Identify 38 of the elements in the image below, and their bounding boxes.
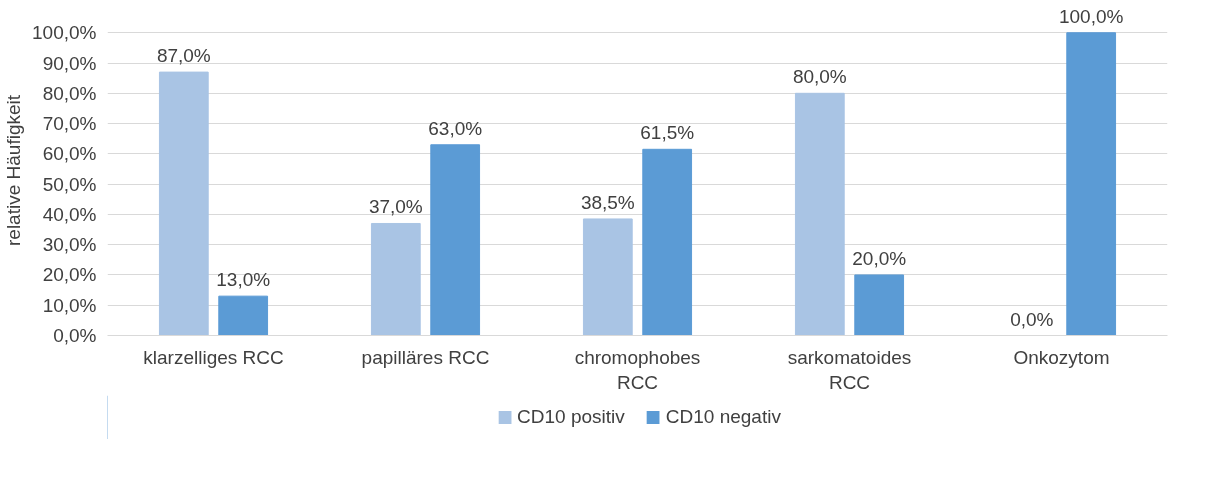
- x-tick-label: papilläres RCC: [361, 346, 490, 368]
- data-label: 100,0%: [1058, 5, 1124, 27]
- y-tick-label: 100,0%: [32, 22, 97, 44]
- bar: [582, 218, 633, 336]
- data-label: 63,0%: [428, 117, 483, 139]
- y-tick-label: 60,0%: [42, 143, 97, 165]
- bar: [218, 295, 269, 336]
- y-tick-label: 40,0%: [42, 203, 97, 225]
- bar: [642, 148, 693, 336]
- data-label: 61,5%: [640, 122, 695, 144]
- x-tick-label: klarzelliges RCC: [143, 346, 284, 368]
- legend-label: CD10 negativ: [665, 406, 781, 428]
- data-label: 20,0%: [852, 247, 907, 269]
- data-label: 0,0%: [1010, 308, 1054, 330]
- bar: [1066, 32, 1117, 336]
- legend-label: CD10 positiv: [517, 406, 625, 428]
- x-tick-label: chromophobes RCC: [574, 346, 701, 393]
- data-label: 87,0%: [156, 45, 211, 67]
- y-tick-label: 20,0%: [42, 264, 97, 286]
- bar: [794, 92, 845, 336]
- data-label: 80,0%: [792, 66, 847, 88]
- y-tick-label: 90,0%: [42, 52, 97, 74]
- y-tick-label: 80,0%: [42, 82, 97, 104]
- x-tick-label: sarkomatoides RCC: [787, 346, 912, 393]
- y-axis-title: relative Häufigkeit: [3, 94, 25, 247]
- x-tick-label: Onkozytom: [1013, 346, 1110, 368]
- bar: [430, 144, 481, 336]
- bar: [158, 71, 209, 336]
- y-tick-label: 50,0%: [42, 173, 97, 195]
- data-label: 38,5%: [580, 191, 635, 213]
- data-label: 13,0%: [216, 269, 271, 291]
- y-tick-label: 10,0%: [42, 294, 97, 316]
- y-tick-label: 30,0%: [42, 234, 97, 256]
- bar: [854, 274, 905, 336]
- bar: [370, 222, 421, 336]
- data-label: 37,0%: [368, 196, 423, 218]
- y-tick-label: 70,0%: [42, 113, 97, 135]
- y-tick-label: 0,0%: [53, 325, 97, 346]
